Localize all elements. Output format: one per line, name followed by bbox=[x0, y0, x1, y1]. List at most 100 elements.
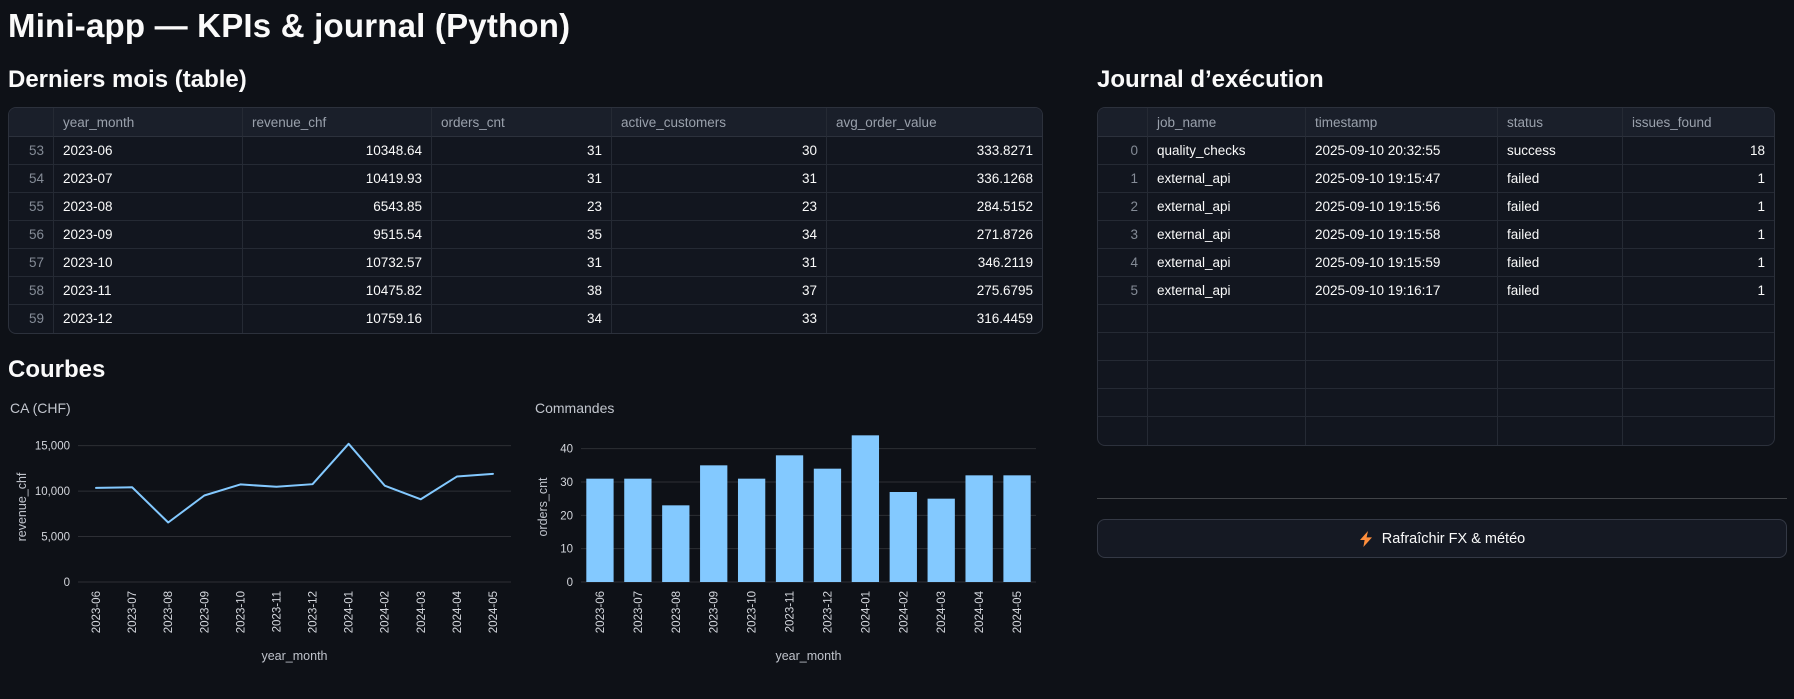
table-cell[interactable]: 271.8726 bbox=[827, 221, 1042, 250]
table-cell[interactable]: 2023-06 bbox=[54, 137, 243, 166]
table-cell[interactable]: external_api bbox=[1148, 249, 1306, 278]
table-header-cell[interactable]: avg_order_value bbox=[827, 108, 1042, 138]
journal-dataframe[interactable]: job_name timestamp status issues_found 0 qual… bbox=[1097, 107, 1775, 447]
table-header-cell[interactable]: status bbox=[1498, 108, 1623, 138]
table-header-cell[interactable] bbox=[1098, 108, 1148, 138]
table-cell[interactable] bbox=[1306, 389, 1498, 418]
table-cell[interactable] bbox=[1623, 389, 1774, 418]
table-cell[interactable] bbox=[1623, 361, 1774, 390]
table-cell[interactable]: 2023-10 bbox=[54, 249, 243, 278]
table-cell[interactable] bbox=[1098, 389, 1148, 418]
table-cell[interactable]: 336.1268 bbox=[827, 165, 1042, 194]
table-cell[interactable]: 1 bbox=[1623, 249, 1774, 278]
table-cell[interactable]: 2025-09-10 19:15:59 bbox=[1306, 249, 1498, 278]
orders-bar-chart[interactable]: 0 10 20 30 40 2023-06 2023-07 2023-08 2023-09 202… bbox=[533, 420, 1042, 665]
table-cell[interactable]: 284.5152 bbox=[827, 193, 1042, 222]
table-cell[interactable]: 333.8271 bbox=[827, 137, 1042, 166]
table-cell[interactable]: 33 bbox=[612, 305, 827, 334]
table-cell[interactable] bbox=[1148, 417, 1306, 446]
table-cell[interactable] bbox=[1148, 305, 1306, 334]
table-cell[interactable]: failed bbox=[1498, 277, 1623, 306]
table-cell[interactable]: failed bbox=[1498, 193, 1623, 222]
table-cell[interactable]: 23 bbox=[432, 193, 612, 222]
table-cell[interactable]: failed bbox=[1498, 221, 1623, 250]
table-cell[interactable]: quality_checks bbox=[1148, 137, 1306, 166]
table-cell[interactable]: 10348.64 bbox=[243, 137, 432, 166]
table-cell[interactable]: 18 bbox=[1623, 137, 1774, 166]
table-cell[interactable]: 1 bbox=[1623, 277, 1774, 306]
table-cell[interactable]: success bbox=[1498, 137, 1623, 166]
table-cell[interactable]: 37 bbox=[612, 277, 827, 306]
table-cell[interactable]: 10475.82 bbox=[243, 277, 432, 306]
table-cell[interactable]: 31 bbox=[432, 165, 612, 194]
table-cell[interactable]: 56 bbox=[9, 221, 54, 250]
table-cell[interactable]: 2 bbox=[1098, 193, 1148, 222]
table-cell[interactable] bbox=[1623, 417, 1774, 445]
table-cell[interactable]: 35 bbox=[432, 221, 612, 250]
table-cell[interactable]: 34 bbox=[432, 305, 612, 334]
table-cell[interactable]: 57 bbox=[9, 249, 54, 278]
table-cell[interactable]: external_api bbox=[1148, 277, 1306, 306]
table-cell[interactable]: 5 bbox=[1098, 277, 1148, 306]
table-cell[interactable]: 10759.16 bbox=[243, 305, 432, 334]
revenue-line-chart[interactable]: 0 5,000 10,000 15,000 2023-06 2023-07 2023-08 2… bbox=[8, 420, 517, 665]
table-cell[interactable] bbox=[1306, 305, 1498, 334]
table-header-cell[interactable]: timestamp bbox=[1306, 108, 1498, 138]
table-cell[interactable]: 0 bbox=[1098, 137, 1148, 166]
table-cell[interactable]: 2025-09-10 19:15:56 bbox=[1306, 193, 1498, 222]
table-cell[interactable] bbox=[1623, 333, 1774, 362]
table-cell[interactable] bbox=[1148, 333, 1306, 362]
table-cell[interactable] bbox=[1098, 417, 1148, 446]
table-cell[interactable]: 2025-09-10 19:16:17 bbox=[1306, 277, 1498, 306]
table-cell[interactable] bbox=[1498, 389, 1623, 418]
table-cell[interactable] bbox=[1498, 333, 1623, 362]
table-header-cell[interactable]: orders_cnt bbox=[432, 108, 612, 138]
table-cell[interactable] bbox=[1498, 417, 1623, 446]
table-cell[interactable]: 34 bbox=[612, 221, 827, 250]
table-cell[interactable]: 2025-09-10 19:15:58 bbox=[1306, 221, 1498, 250]
table-cell[interactable]: 2023-11 bbox=[54, 277, 243, 306]
table-cell[interactable]: 31 bbox=[612, 249, 827, 278]
table-cell[interactable]: 58 bbox=[9, 277, 54, 306]
table-cell[interactable]: 1 bbox=[1623, 193, 1774, 222]
table-cell[interactable]: 2023-12 bbox=[54, 305, 243, 334]
table-cell[interactable]: 2023-09 bbox=[54, 221, 243, 250]
table-cell[interactable]: 2023-07 bbox=[54, 165, 243, 194]
table-cell[interactable] bbox=[1306, 333, 1498, 362]
table-cell[interactable] bbox=[1148, 361, 1306, 390]
table-header-cell[interactable]: active_customers bbox=[612, 108, 827, 138]
table-cell[interactable]: 55 bbox=[9, 193, 54, 222]
table-cell[interactable]: 346.2119 bbox=[827, 249, 1042, 278]
table-cell[interactable]: 4 bbox=[1098, 249, 1148, 278]
table-cell[interactable] bbox=[1098, 305, 1148, 334]
table-header-cell[interactable]: revenue_chf bbox=[243, 108, 432, 138]
table-cell[interactable] bbox=[1098, 361, 1148, 390]
table-cell[interactable]: 275.6795 bbox=[827, 277, 1042, 306]
table-header-cell[interactable] bbox=[9, 108, 54, 138]
refresh-fx-button[interactable]: Rafraîchir FX & météo bbox=[1097, 519, 1787, 559]
table-cell[interactable]: external_api bbox=[1148, 193, 1306, 222]
table-cell[interactable]: 30 bbox=[612, 137, 827, 166]
table-cell[interactable] bbox=[1498, 361, 1623, 390]
table-cell[interactable]: 38 bbox=[432, 277, 612, 306]
months-dataframe[interactable]: year_month revenue_chf orders_cnt active_cu… bbox=[8, 107, 1043, 335]
table-cell[interactable] bbox=[1306, 361, 1498, 390]
table-cell[interactable]: 3 bbox=[1098, 221, 1148, 250]
table-cell[interactable]: 316.4459 bbox=[976, 311, 1033, 327]
table-cell[interactable]: 2023-08 bbox=[54, 193, 243, 222]
table-cell[interactable] bbox=[1623, 305, 1774, 334]
table-cell[interactable]: 2025-09-10 19:15:47 bbox=[1306, 165, 1498, 194]
table-cell[interactable]: 1 bbox=[1623, 221, 1774, 250]
table-cell[interactable] bbox=[1148, 389, 1306, 418]
table-header-cell[interactable]: job_name bbox=[1148, 108, 1306, 138]
table-cell[interactable]: 10419.93 bbox=[243, 165, 432, 194]
table-cell[interactable]: 1 bbox=[1623, 165, 1774, 194]
table-cell[interactable]: external_api bbox=[1148, 165, 1306, 194]
table-header-cell[interactable]: issues_found bbox=[1623, 108, 1774, 138]
table-cell[interactable]: 9515.54 bbox=[243, 221, 432, 250]
table-cell[interactable] bbox=[1498, 305, 1623, 334]
table-cell[interactable]: 6543.85 bbox=[243, 193, 432, 222]
table-cell[interactable]: 59 bbox=[9, 305, 54, 334]
table-cell[interactable]: 2025-09-10 20:32:55 bbox=[1306, 137, 1498, 166]
table-cell[interactable]: 31 bbox=[432, 137, 612, 166]
